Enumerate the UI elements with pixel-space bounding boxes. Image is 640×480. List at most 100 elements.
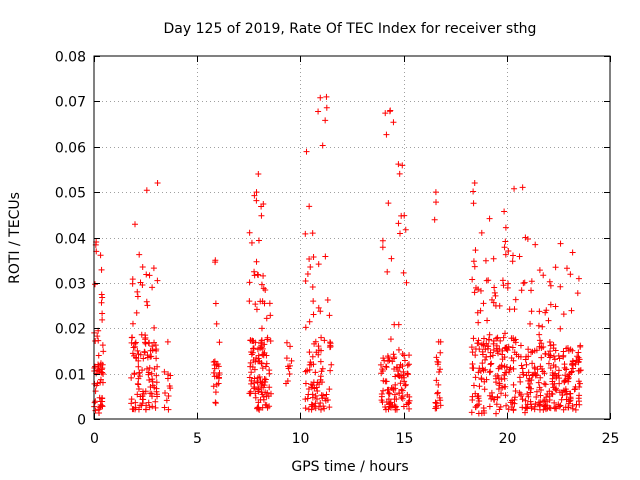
data-point xyxy=(498,390,505,397)
data-point xyxy=(143,271,150,278)
data-point xyxy=(468,409,475,416)
data-point xyxy=(541,370,548,377)
data-point xyxy=(382,363,389,370)
data-point xyxy=(260,201,267,208)
data-point xyxy=(258,360,265,367)
data-point xyxy=(567,390,574,397)
data-point xyxy=(486,336,493,343)
data-point xyxy=(162,390,169,397)
data-point xyxy=(143,402,150,409)
data-point xyxy=(153,355,160,362)
data-point xyxy=(556,355,563,362)
data-point xyxy=(129,350,136,357)
data-point xyxy=(326,386,333,393)
data-point xyxy=(151,324,158,331)
data-point xyxy=(436,369,443,376)
data-point xyxy=(391,402,398,409)
data-point xyxy=(563,366,570,373)
data-point xyxy=(99,379,106,386)
data-point xyxy=(531,347,538,354)
data-point xyxy=(250,345,257,352)
data-point xyxy=(99,310,106,317)
data-point xyxy=(326,404,333,411)
data-point xyxy=(524,391,531,398)
data-point xyxy=(261,349,268,356)
data-point xyxy=(248,369,255,376)
data-point xyxy=(475,319,482,326)
data-point xyxy=(508,404,515,411)
data-point xyxy=(153,385,160,392)
data-point xyxy=(512,296,519,303)
data-point xyxy=(380,387,387,394)
data-point xyxy=(319,142,326,149)
data-point xyxy=(132,340,139,347)
data-point xyxy=(507,399,514,406)
data-point xyxy=(575,395,582,402)
data-point xyxy=(551,356,558,363)
data-point xyxy=(536,331,543,338)
data-point xyxy=(322,117,329,124)
data-point xyxy=(434,390,441,397)
y-axis-label: ROTI / TECUs xyxy=(7,192,23,284)
data-point xyxy=(540,272,547,279)
data-point xyxy=(246,298,253,305)
data-points xyxy=(91,93,584,417)
data-point xyxy=(137,351,144,358)
data-point xyxy=(557,325,564,332)
data-point xyxy=(256,373,263,380)
data-point xyxy=(308,384,315,391)
data-point xyxy=(469,276,476,283)
data-point xyxy=(148,353,155,360)
data-point xyxy=(557,402,564,409)
data-point xyxy=(139,367,146,374)
data-point xyxy=(263,402,270,409)
data-point xyxy=(538,387,545,394)
data-point xyxy=(154,363,161,370)
data-point xyxy=(130,344,137,351)
data-point xyxy=(255,352,262,359)
data-point xyxy=(480,335,487,342)
y-tick-label: 0.04 xyxy=(55,232,86,248)
data-point xyxy=(259,391,266,398)
data-point xyxy=(489,393,496,400)
data-point xyxy=(310,379,317,386)
data-point xyxy=(247,363,254,370)
data-point xyxy=(571,386,578,393)
data-point xyxy=(490,346,497,353)
y-tick-label: 0.03 xyxy=(55,277,86,293)
data-point xyxy=(546,339,553,346)
data-point xyxy=(516,389,523,396)
data-point xyxy=(406,361,413,368)
data-point xyxy=(510,252,517,259)
data-point xyxy=(312,369,319,376)
data-point xyxy=(267,312,274,319)
data-point xyxy=(535,399,542,406)
data-point xyxy=(210,358,217,365)
data-point xyxy=(161,404,168,411)
x-tick-label: 0 xyxy=(90,431,99,447)
data-point xyxy=(537,363,544,370)
data-point xyxy=(491,284,498,291)
data-point xyxy=(560,311,567,318)
data-point xyxy=(384,386,391,393)
data-point xyxy=(549,380,556,387)
data-point xyxy=(134,288,141,295)
data-point xyxy=(510,407,517,414)
data-point xyxy=(435,338,442,345)
data-point xyxy=(323,93,330,100)
data-point xyxy=(136,369,143,376)
data-point xyxy=(480,405,487,412)
x-tick-label: 5 xyxy=(193,431,202,447)
data-point xyxy=(525,353,532,360)
data-point xyxy=(313,349,320,356)
data-point xyxy=(215,380,222,387)
data-point xyxy=(575,349,582,356)
data-point xyxy=(486,403,493,410)
data-point xyxy=(255,399,262,406)
data-point xyxy=(525,393,532,400)
data-point xyxy=(544,398,551,405)
data-point xyxy=(212,400,219,407)
plot-frame xyxy=(93,55,611,420)
data-point xyxy=(481,378,488,385)
data-point xyxy=(552,363,559,370)
